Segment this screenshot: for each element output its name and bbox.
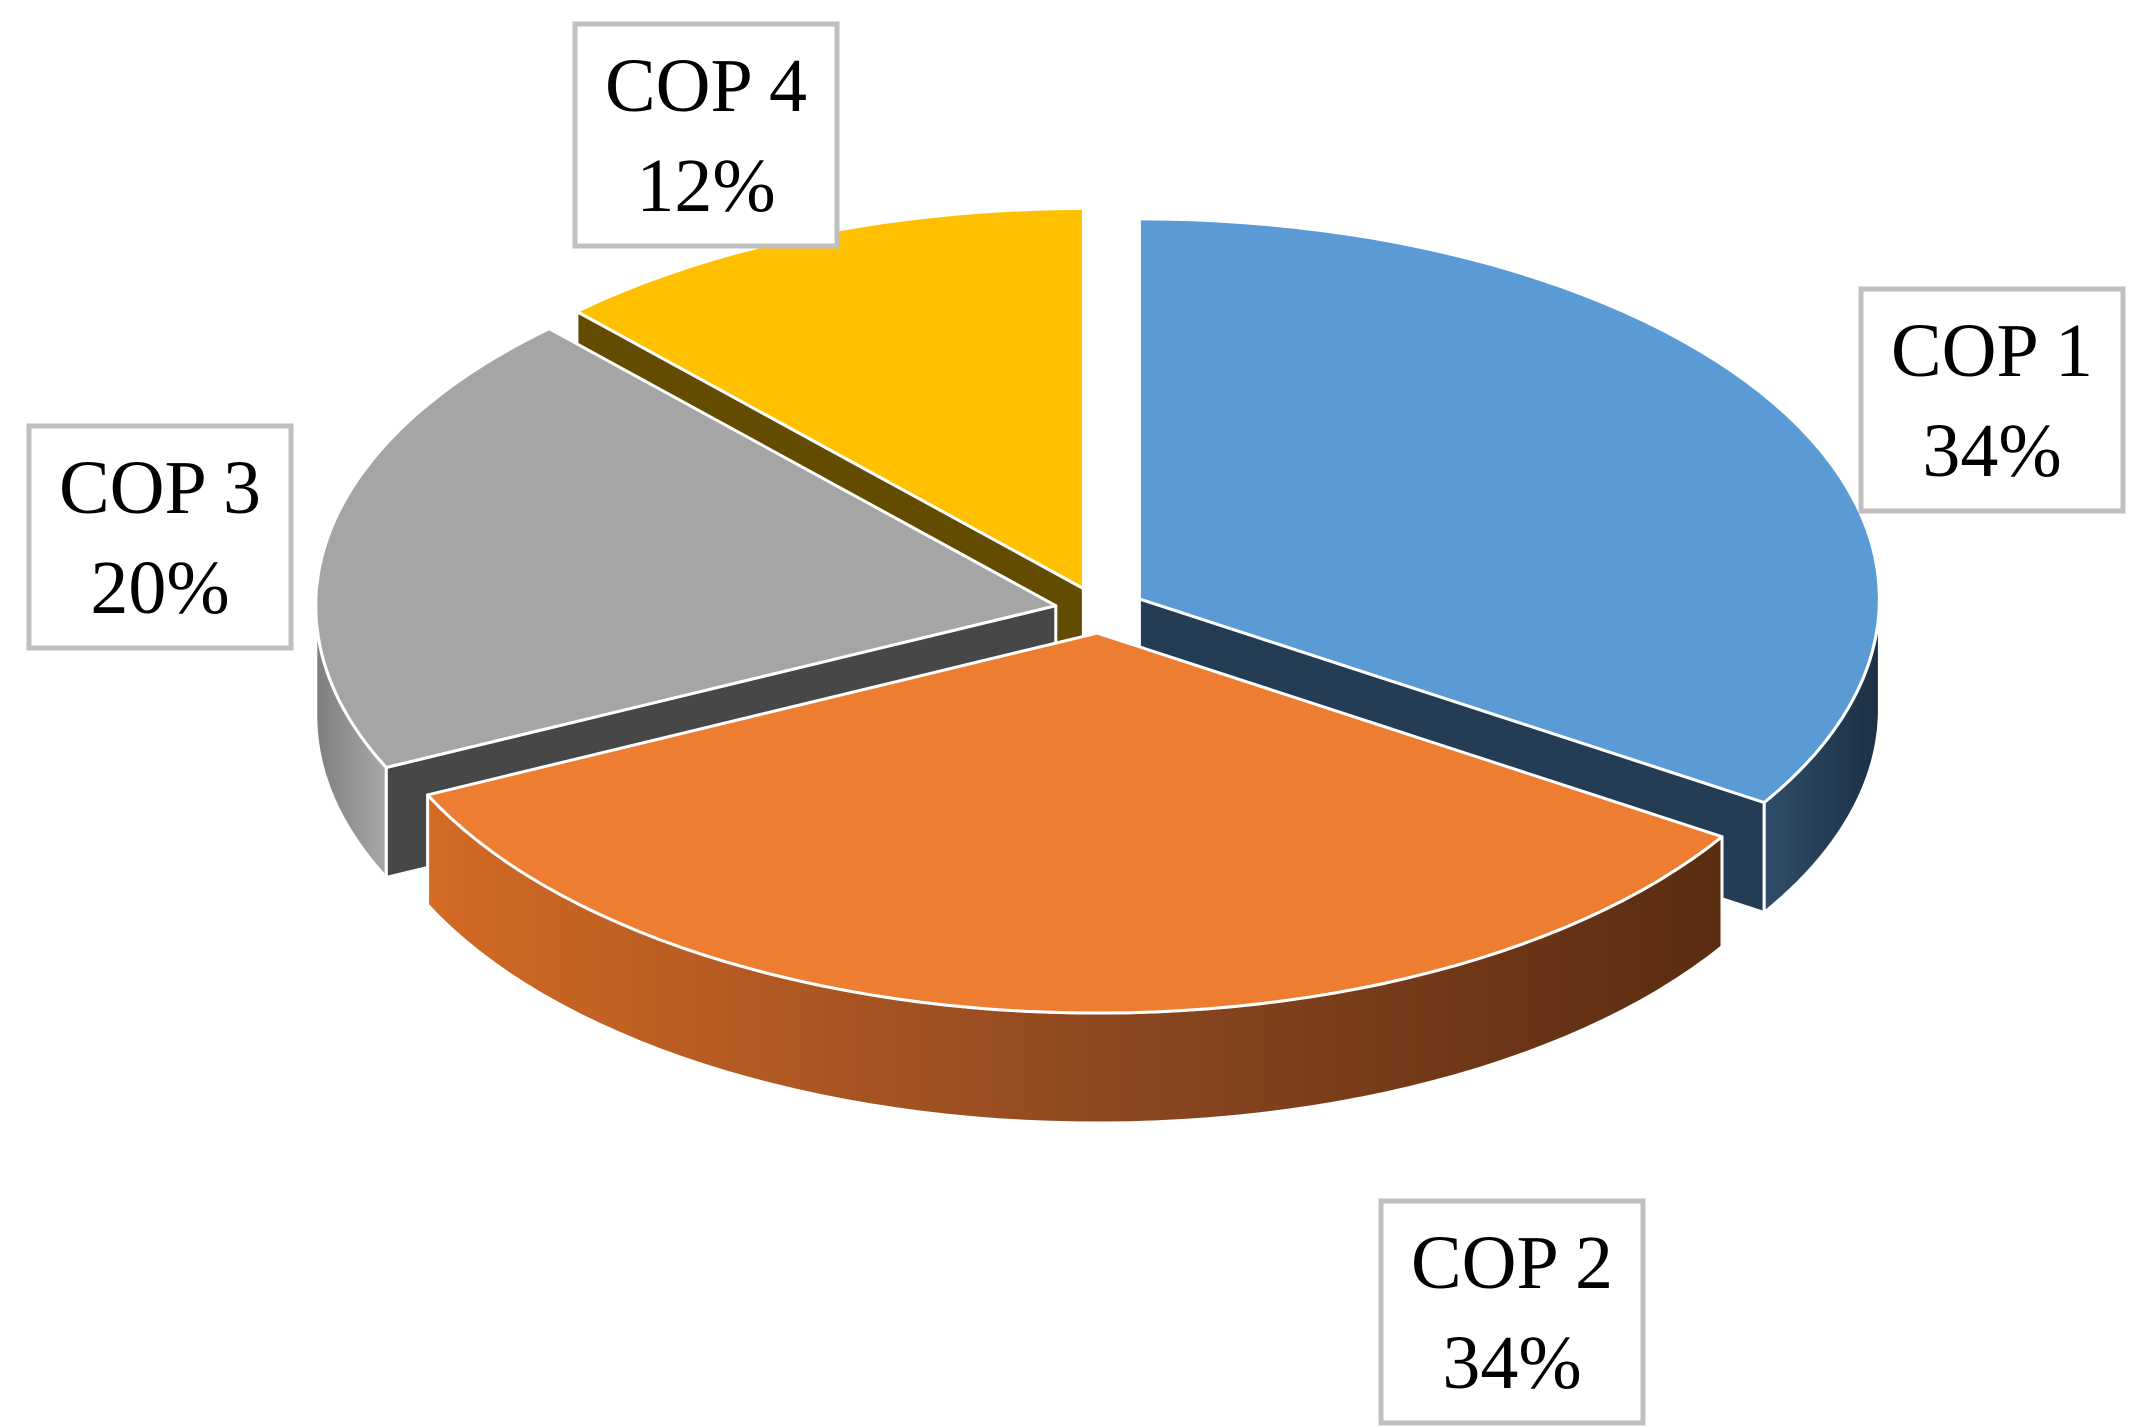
data-label-1: COP 1 34%	[1858, 286, 2126, 514]
data-label-3: COP 3 20%	[26, 423, 294, 651]
data-label-box	[1378, 1198, 1646, 1426]
pie-slice-2	[426, 631, 1724, 1125]
data-label-4: COP 4 12%	[572, 21, 840, 249]
data-label-2: COP 2 34%	[1378, 1198, 1646, 1426]
data-label-percent: 34%	[1442, 1321, 1581, 1405]
data-label-percent: 20%	[90, 546, 229, 630]
data-label-category: COP 3	[59, 446, 261, 530]
pie-slice-3-top	[314, 327, 1058, 769]
data-label-box	[572, 21, 840, 249]
data-label-category: COP 4	[605, 44, 807, 128]
pie-slice-1-top	[1137, 217, 1881, 804]
pie-slice-2-top	[426, 631, 1724, 1015]
data-label-category: COP 1	[1891, 309, 2093, 393]
data-label-box	[26, 423, 294, 651]
data-label-percent: 12%	[636, 144, 775, 228]
data-label-category: COP 2	[1411, 1221, 1613, 1305]
data-label-box	[1858, 286, 2126, 514]
data-label-percent: 34%	[1922, 409, 2061, 493]
